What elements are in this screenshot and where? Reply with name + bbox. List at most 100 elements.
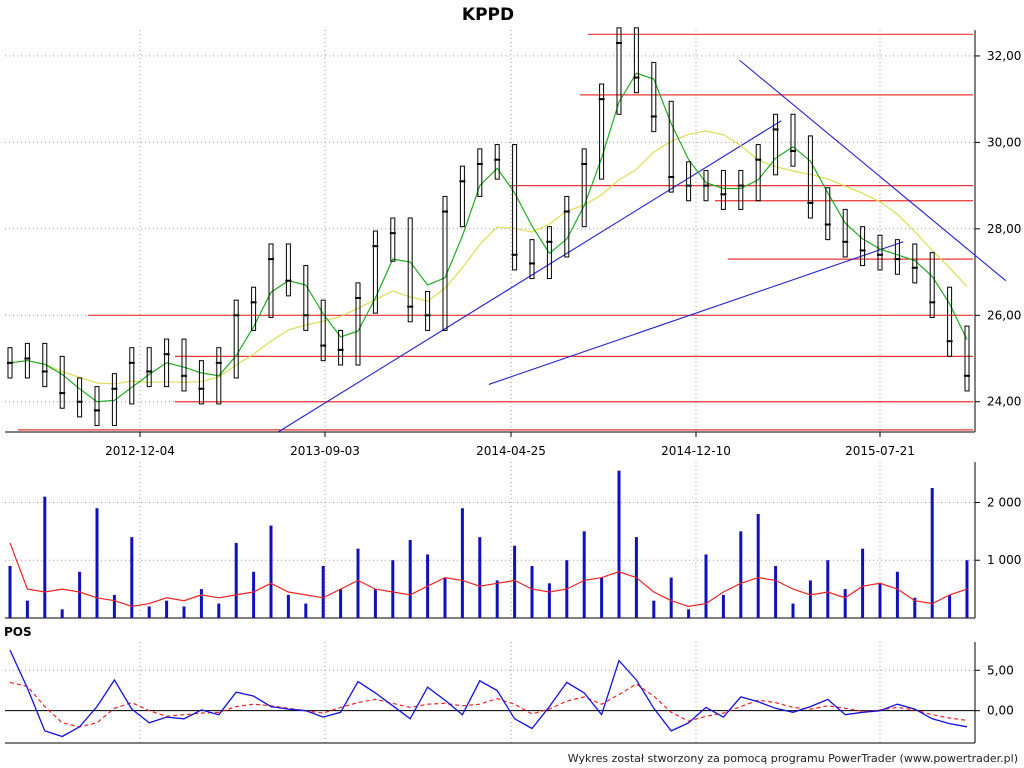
volume-bar <box>774 566 778 618</box>
price-bar <box>842 208 848 258</box>
price-bar <box>964 325 970 392</box>
volume-bar <box>130 537 134 618</box>
price-bar <box>320 299 326 362</box>
volume-bar <box>373 589 377 618</box>
price-bar <box>129 347 135 405</box>
volume-bar <box>78 571 82 618</box>
date-tick-label: 2014-12-10 <box>661 444 731 458</box>
volume-bar <box>513 545 517 618</box>
price-bar <box>216 347 222 405</box>
price-bar <box>303 265 309 331</box>
price-bar <box>77 377 83 418</box>
pos-y-ticks: 0,00 5,00 <box>975 663 1014 718</box>
price-bar <box>877 234 883 271</box>
volume-bar <box>843 589 847 618</box>
price-bar <box>790 113 796 167</box>
price-bar <box>720 169 726 210</box>
price-bar <box>581 148 587 228</box>
volume-bar <box>495 580 499 618</box>
volume-bar <box>391 560 395 618</box>
trend-lines <box>277 59 1007 433</box>
volume-bar <box>234 542 238 618</box>
price-bar <box>268 243 274 318</box>
volume-bar <box>269 525 273 618</box>
volume-bar <box>217 603 221 618</box>
date-tick-label: 2015-07-21 <box>845 444 915 458</box>
price-bar <box>860 226 866 267</box>
price-bar <box>512 144 518 271</box>
price-bar <box>529 239 535 280</box>
volume-bar <box>408 540 412 618</box>
price-bar <box>894 239 900 275</box>
volume-bar <box>339 589 343 618</box>
volume-bar <box>165 600 169 618</box>
pos-label: POS <box>4 625 32 639</box>
price-bar <box>355 282 361 366</box>
price-y-ticks: 24,00 26,00 28,00 30,00 32,00 <box>975 49 1021 409</box>
price-bars <box>7 27 970 427</box>
price-bar <box>807 135 813 219</box>
volume-bar <box>808 580 812 618</box>
volume-bar <box>112 594 116 618</box>
price-bar <box>181 338 187 392</box>
date-tick-label: 2014-04-25 <box>476 444 546 458</box>
price-bar <box>477 148 483 197</box>
price-panel: 24,00 26,00 28,00 30,00 32,00 2012-12-04 2013… <box>5 27 1021 458</box>
volume-bar <box>791 603 795 618</box>
volume-bar <box>460 508 464 618</box>
volume-bar <box>43 496 47 618</box>
price-bar <box>459 165 465 228</box>
price-bar <box>755 144 761 202</box>
price-bar <box>929 252 935 318</box>
volume-bar <box>930 488 934 618</box>
volume-bar <box>252 571 256 618</box>
trend-line <box>488 241 904 385</box>
volume-bar <box>669 577 673 618</box>
volume-bar <box>721 594 725 618</box>
volume-bar <box>861 548 865 618</box>
pos-tick-label: 5,00 <box>987 663 1014 677</box>
volume-bar <box>478 537 482 618</box>
price-bar <box>546 226 552 280</box>
price-bar <box>390 217 396 262</box>
volume-bar <box>147 606 151 618</box>
price-bar <box>198 360 204 405</box>
price-bar <box>338 329 344 366</box>
volume-bar <box>687 609 691 618</box>
volume-bar <box>913 597 917 618</box>
price-bar <box>285 243 291 297</box>
volume-bar <box>617 470 621 618</box>
price-bar <box>407 217 413 323</box>
volume-bar <box>878 583 882 618</box>
volume-bar <box>895 571 899 618</box>
price-bar <box>633 27 639 94</box>
pos-signal-line <box>9 681 968 728</box>
volume-bar <box>443 577 447 618</box>
price-tick-label: 28,00 <box>987 222 1021 236</box>
volume-bar <box>286 594 290 618</box>
volume-moving-average-line <box>9 542 968 608</box>
price-tick-label: 32,00 <box>987 49 1021 63</box>
volume-bar <box>652 600 656 618</box>
price-bar <box>651 61 657 133</box>
price-bar <box>738 169 744 210</box>
date-tick-label: 2013-09-03 <box>290 444 360 458</box>
volume-tick-label: 2 000 <box>987 495 1021 509</box>
price-bar <box>564 195 570 258</box>
volume-bar <box>948 594 952 618</box>
price-bar <box>251 286 257 331</box>
price-bar <box>59 355 65 409</box>
volume-bar <box>8 566 12 618</box>
volume-bar <box>356 548 360 618</box>
volume-tick-label: 1 000 <box>987 553 1021 567</box>
date-tick-label: 2012-12-04 <box>105 444 175 458</box>
price-bar <box>599 83 605 180</box>
trend-line <box>739 59 1007 282</box>
pos-tick-label: 0,00 <box>987 704 1014 718</box>
pos-line <box>9 649 968 738</box>
price-bar <box>668 100 674 193</box>
price-bar <box>42 342 48 388</box>
date-x-ticks: 2012-12-04 2013-09-03 2014-04-25 2014-12-10… <box>105 432 915 458</box>
volume-bar <box>826 560 830 618</box>
